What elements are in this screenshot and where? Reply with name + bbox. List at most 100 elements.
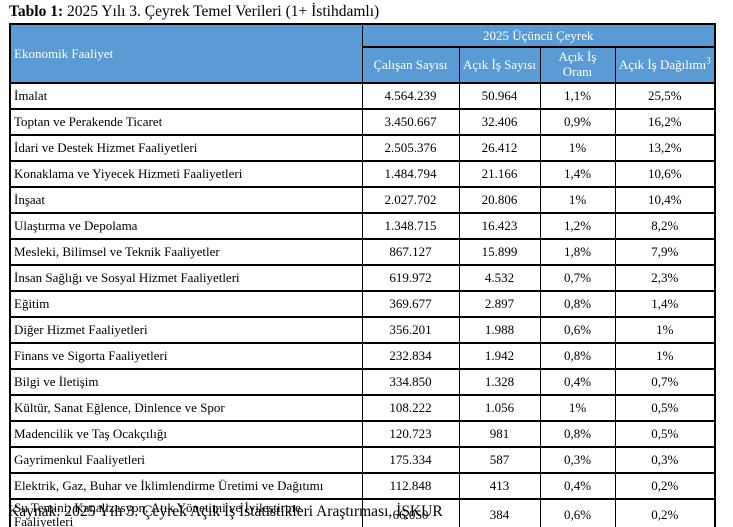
table-row: Elektrik, Gaz, Buhar ve İklimlendirme Ür…: [9, 472, 716, 500]
group-header-row: Ekonomik Faaliyet 2025 Üçüncü Çeyrek: [9, 23, 716, 84]
source-note: Kaynak: 2025 Yılı 3. Çeyrek Açık İş İsta…: [8, 503, 443, 520]
cell-activity: Kültür, Sanat Eğlence, Dinlence ve Spor: [9, 394, 363, 422]
cell-rate: 1,2%: [539, 212, 616, 240]
cell-employees: 369.677: [361, 290, 460, 318]
cell-employees: 66.050: [361, 498, 460, 527]
cell-rate: 0,3%: [539, 446, 616, 474]
cell-activity: Finans ve Sigorta Faaliyetleri: [9, 342, 363, 370]
cell-activity: Toptan ve Perakende Ticaret: [9, 108, 363, 136]
cell-employees: 2.027.702: [361, 186, 460, 214]
cell-vacancies: 1.988: [458, 316, 541, 344]
table-row: Bilgi ve İletişim 334.850 1.328 0,4% 0,7…: [9, 368, 716, 396]
cell-employees: 334.850: [361, 368, 460, 396]
cell-vacancies: 1.328: [458, 368, 541, 396]
cell-rate: 1,1%: [539, 82, 616, 110]
cell-share: 1%: [614, 316, 716, 344]
cell-rate: 1%: [539, 134, 616, 162]
cell-vacancies: 1.056: [458, 394, 541, 422]
cell-activity: Mesleki, Bilimsel ve Teknik Faaliyetler: [9, 238, 363, 266]
column-header-activity: Ekonomik Faaliyet: [9, 23, 363, 84]
table-row: Mesleki, Bilimsel ve Teknik Faaliyetler …: [9, 238, 716, 266]
cell-activity: İmalat: [9, 82, 363, 110]
cell-rate: 1,8%: [539, 238, 616, 266]
column-header-share: Açık İş Dağılımı3: [614, 46, 716, 84]
cell-rate: 0,7%: [539, 264, 616, 292]
table-row: İmalat 4.564.239 50.964 1,1% 25,5%: [9, 82, 716, 110]
table-row: Toptan ve Perakende Ticaret 3.450.667 32…: [9, 108, 716, 136]
cell-activity: Konaklama ve Yiyecek Hizmeti Faaliyetler…: [9, 160, 363, 188]
table-row: İdari ve Destek Hizmet Faaliyetleri 2.50…: [9, 134, 716, 162]
column-header-row: Çalışan Sayısı Açık İş Sayısı Açık İş Or…: [10, 46, 716, 84]
cell-share: 0,5%: [614, 394, 716, 422]
cell-share: 2,3%: [614, 264, 716, 292]
table-row: Su Temini; Kanalizasyon, Atık Yönetimi v…: [9, 498, 716, 527]
cell-employees: 356.201: [361, 316, 460, 344]
cell-share: 10,4%: [614, 186, 716, 214]
cell-vacancies: 587: [458, 446, 541, 474]
cell-activity: Gayrimenkul Faaliyetleri: [9, 446, 363, 474]
cell-vacancies: 1.942: [458, 342, 541, 370]
cell-rate: 0,6%: [539, 316, 616, 344]
cell-employees: 120.723: [361, 420, 460, 448]
cell-vacancies: 26.412: [458, 134, 541, 162]
cell-vacancies: 384: [458, 498, 541, 527]
table-title: Tablo 1: 2025 Yılı 3. Çeyrek Temel Veril…: [9, 3, 379, 21]
cell-employees: 1.348.715: [361, 212, 460, 240]
cell-employees: 3.450.667: [361, 108, 460, 136]
cell-activity: İdari ve Destek Hizmet Faaliyetleri: [9, 134, 363, 162]
cell-share: 1%: [614, 342, 716, 370]
table-title-label: Tablo 1:: [9, 3, 64, 20]
cell-vacancies: 981: [458, 420, 541, 448]
cell-employees: 108.222: [361, 394, 460, 422]
column-header-rate: Açık İş Oranı: [539, 46, 616, 84]
table-row: İnsan Sağlığı ve Sosyal Hizmet Faaliyetl…: [9, 264, 716, 292]
table-row: Madencilik ve Taş Ocakçılığı 120.723 981…: [9, 420, 716, 448]
cell-employees: 2.505.376: [361, 134, 460, 162]
cell-employees: 619.972: [361, 264, 460, 292]
cell-rate: 0,9%: [539, 108, 616, 136]
cell-share: 7,9%: [614, 238, 716, 266]
cell-vacancies: 50.964: [458, 82, 541, 110]
table-row: Gayrimenkul Faaliyetleri 175.334 587 0,3…: [9, 446, 716, 474]
cell-vacancies: 4.532: [458, 264, 541, 292]
cell-rate: 0,8%: [539, 342, 616, 370]
cell-activity: Bilgi ve İletişim: [9, 368, 363, 396]
cell-rate: 1%: [539, 394, 616, 422]
cell-employees: 867.127: [361, 238, 460, 266]
statistics-table: Ekonomik Faaliyet 2025 Üçüncü Çeyrek Çal…: [9, 23, 717, 527]
cell-share: 8,2%: [614, 212, 716, 240]
table-row: Eğitim 369.677 2.897 0,8% 1,4%: [9, 290, 716, 318]
footnote-marker: 3: [706, 55, 711, 66]
cell-share: 0,2%: [614, 472, 716, 500]
table-row: Finans ve Sigorta Faaliyetleri 232.834 1…: [9, 342, 716, 370]
cell-share: 0,5%: [614, 420, 716, 448]
table-title-text: 2025 Yılı 3. Çeyrek Temel Verileri (1+ İ…: [67, 3, 380, 20]
table-row: Konaklama ve Yiyecek Hizmeti Faaliyetler…: [9, 160, 716, 188]
cell-activity: Elektrik, Gaz, Buhar ve İklimlendirme Ür…: [9, 472, 363, 500]
cell-employees: 112.848: [361, 472, 460, 500]
cell-rate: 0,4%: [539, 368, 616, 396]
cell-vacancies: 20.806: [458, 186, 541, 214]
table-row: Diğer Hizmet Faaliyetleri 356.201 1.988 …: [9, 316, 716, 344]
cell-rate: 1,4%: [539, 160, 616, 188]
cell-activity: İnsan Sağlığı ve Sosyal Hizmet Faaliyetl…: [9, 264, 363, 292]
cell-share: 0,3%: [614, 446, 716, 474]
cell-employees: 232.834: [361, 342, 460, 370]
cell-activity: Su Temini; Kanalizasyon, Atık Yönetimi v…: [9, 498, 363, 527]
cell-activity: Ulaştırma ve Depolama: [9, 212, 363, 240]
group-header-quarter: 2025 Üçüncü Çeyrek: [361, 23, 716, 48]
cell-activity: Diğer Hizmet Faaliyetleri: [9, 316, 363, 344]
cell-vacancies: 413: [458, 472, 541, 500]
cell-share: 25,5%: [614, 82, 716, 110]
cell-employees: 175.334: [361, 446, 460, 474]
cell-rate: 0,6%: [539, 498, 616, 527]
cell-vacancies: 15.899: [458, 238, 541, 266]
cell-rate: 0,8%: [539, 420, 616, 448]
table-row: Kültür, Sanat Eğlence, Dinlence ve Spor …: [9, 394, 716, 422]
cell-activity: İnşaat: [9, 186, 363, 214]
cell-employees: 4.564.239: [361, 82, 460, 110]
column-header-share-label: Açık İş Dağılımı: [618, 56, 707, 72]
table-row: İnşaat 2.027.702 20.806 1% 10,4%: [9, 186, 716, 214]
cell-activity: Madencilik ve Taş Ocakçılığı: [9, 420, 363, 448]
